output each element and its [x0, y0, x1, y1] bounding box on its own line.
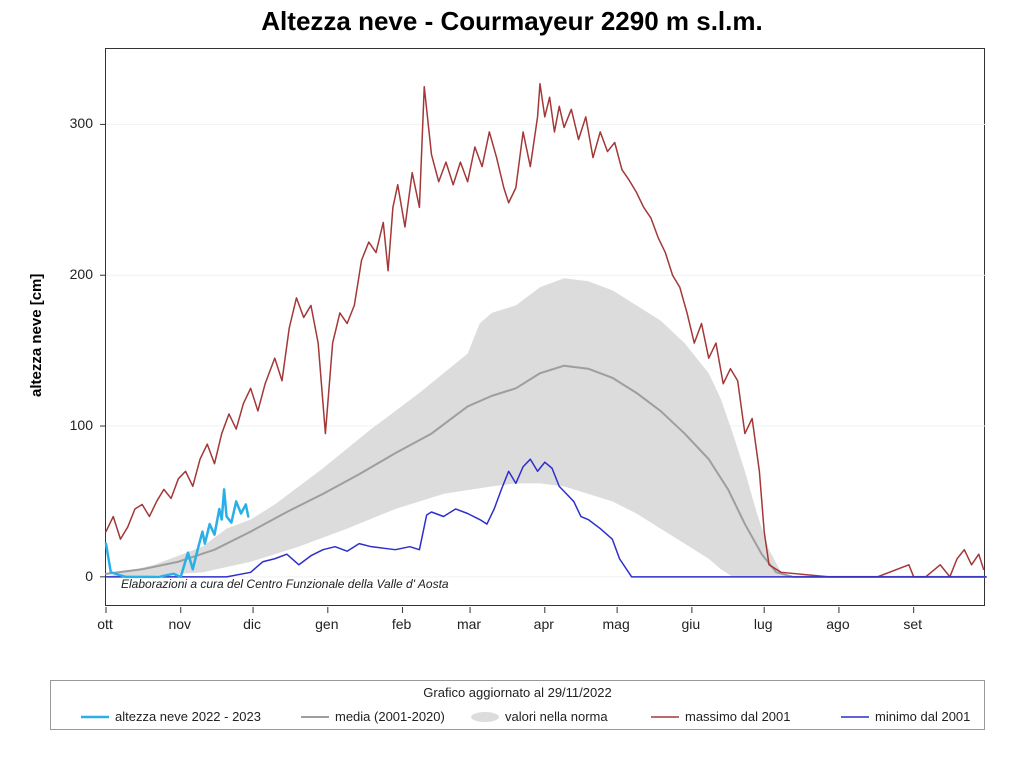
legend-swatch	[301, 710, 329, 724]
x-tick-label: lug	[754, 616, 773, 632]
x-tick-label: ago	[826, 616, 849, 632]
x-tick-label: giu	[682, 616, 701, 632]
legend-label: valori nella norma	[505, 709, 608, 724]
y-axis-label: altezza neve [cm]	[28, 274, 45, 397]
legend-label: minimo dal 2001	[875, 709, 970, 724]
x-tick-label: nov	[168, 616, 191, 632]
x-tick-label: set	[903, 616, 922, 632]
x-tick-label: feb	[392, 616, 411, 632]
legend-item: valori nella norma	[471, 709, 608, 724]
y-tick-label: 200	[53, 266, 93, 282]
legend: Grafico aggiornato al 29/11/2022 altezza…	[50, 680, 985, 730]
chart-title: Altezza neve - Courmayeur 2290 m s.l.m.	[0, 6, 1024, 37]
page: Altezza neve - Courmayeur 2290 m s.l.m. …	[0, 0, 1024, 762]
y-tick-label: 0	[53, 568, 93, 584]
legend-swatch	[841, 710, 869, 724]
x-tick-label: mag	[602, 616, 629, 632]
y-tick-label: 100	[53, 417, 93, 433]
plot-area: Elaborazioni a cura del Centro Funzional…	[105, 48, 985, 606]
legend-caption: Grafico aggiornato al 29/11/2022	[51, 685, 984, 700]
plot-svg	[106, 49, 986, 607]
legend-item: altezza neve 2022 - 2023	[81, 709, 261, 724]
x-tick-label: dic	[243, 616, 261, 632]
legend-item: media (2001-2020)	[301, 709, 445, 724]
legend-swatch	[651, 710, 679, 724]
legend-item: massimo dal 2001	[651, 709, 791, 724]
legend-label: altezza neve 2022 - 2023	[115, 709, 261, 724]
chart-footnote: Elaborazioni a cura del Centro Funzional…	[121, 577, 449, 591]
x-tick-label: mar	[457, 616, 481, 632]
x-tick-label: gen	[315, 616, 338, 632]
legend-swatch	[471, 710, 499, 724]
y-tick-label: 300	[53, 115, 93, 131]
legend-item: minimo dal 2001	[841, 709, 970, 724]
legend-label: massimo dal 2001	[685, 709, 791, 724]
legend-swatch	[81, 710, 109, 724]
legend-label: media (2001-2020)	[335, 709, 445, 724]
x-tick-label: apr	[534, 616, 554, 632]
x-tick-label: ott	[97, 616, 113, 632]
